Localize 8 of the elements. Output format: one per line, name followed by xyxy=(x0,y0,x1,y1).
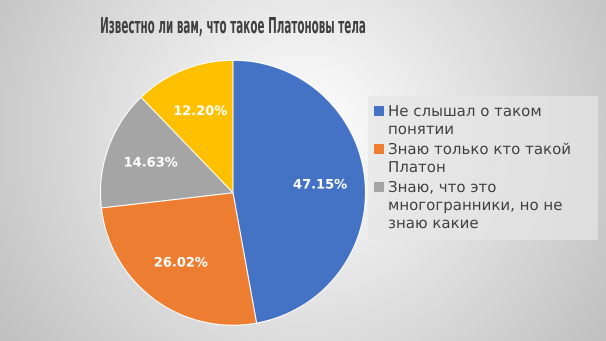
data-label: 14.63% xyxy=(124,156,178,171)
data-label: 47.15% xyxy=(293,177,348,192)
data-label: 12.20% xyxy=(173,104,228,119)
legend-label: Знаю только кто такой Платон xyxy=(388,140,572,176)
slice-label: Не слышал о таком понятии xyxy=(388,102,543,138)
data-label: 26.02% xyxy=(154,255,208,270)
legend-label: Знаю, что это многогранники, но не знаю какие xyxy=(388,178,564,232)
chart-title: Известно ли вам, что такое Платоновы тела xyxy=(100,14,366,40)
